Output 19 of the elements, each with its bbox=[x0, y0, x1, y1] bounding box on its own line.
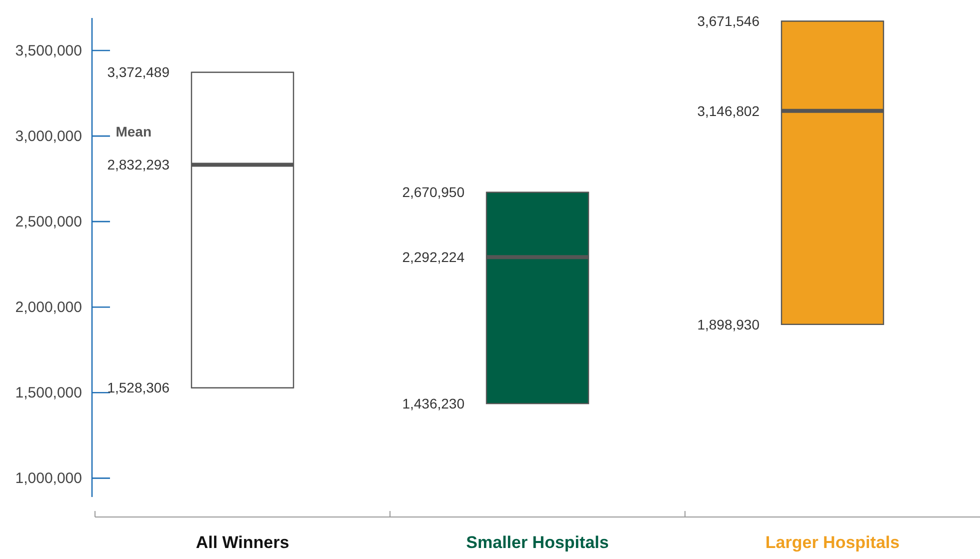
y-tick-label: 3,500,000 bbox=[15, 42, 82, 60]
y-tick-label: 3,000,000 bbox=[15, 128, 82, 145]
y-tick-label: 2,500,000 bbox=[15, 213, 82, 230]
x-tick-label: Smaller Hospitals bbox=[466, 533, 609, 552]
y-tick-label: 1,500,000 bbox=[15, 384, 82, 402]
annotation: 3,146,802 bbox=[697, 102, 760, 119]
annotation: 1,898,930 bbox=[697, 316, 760, 332]
annotation: 3,671,546 bbox=[697, 13, 760, 30]
annotation: 1,528,306 bbox=[107, 380, 170, 396]
annotation: 3,372,489 bbox=[107, 64, 170, 80]
annotation: 2,832,293 bbox=[107, 156, 170, 173]
x-tick-label: Larger Hospitals bbox=[765, 533, 900, 552]
annotation: Mean bbox=[116, 124, 152, 140]
y-tick-label: 1,000,000 bbox=[15, 470, 82, 487]
annotation: 2,670,950 bbox=[402, 184, 465, 200]
x-tick-label: All Winners bbox=[196, 533, 290, 552]
annotation: 1,436,230 bbox=[402, 395, 465, 412]
y-tick-label: 2,000,000 bbox=[15, 298, 82, 316]
annotation: 2,292,224 bbox=[402, 249, 465, 266]
